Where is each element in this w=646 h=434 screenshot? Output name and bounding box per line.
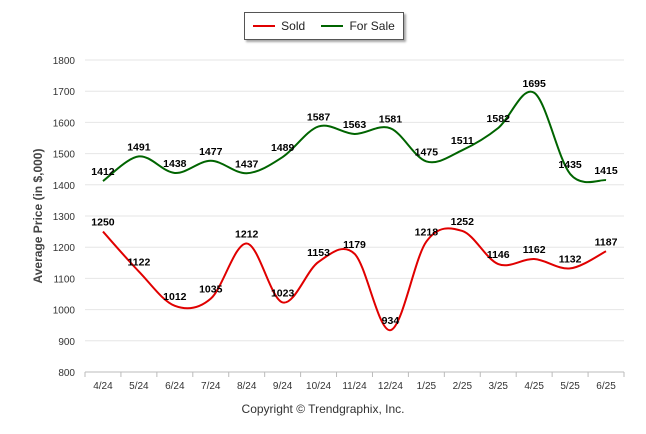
y-tick-label: 1700 bbox=[53, 87, 76, 98]
data-label-sold: 1212 bbox=[235, 228, 259, 240]
data-label-for-sale: 1435 bbox=[558, 159, 582, 171]
data-label-for-sale: 1582 bbox=[487, 113, 511, 125]
x-tick-label: 11/24 bbox=[342, 381, 367, 392]
data-label-for-sale: 1563 bbox=[343, 119, 367, 131]
data-label-for-sale: 1695 bbox=[522, 78, 546, 90]
x-tick-label: 4/25 bbox=[524, 381, 544, 392]
data-label-sold: 1153 bbox=[307, 247, 330, 259]
series-line-for-sale bbox=[102, 90, 607, 184]
legend-item-sold[interactable]: Sold bbox=[253, 19, 305, 33]
data-label-sold: 1146 bbox=[487, 249, 510, 261]
data-label-sold: 1012 bbox=[163, 291, 187, 303]
data-label-sold: 1023 bbox=[271, 287, 295, 299]
data-label-sold: 1187 bbox=[595, 236, 618, 248]
series-line-sold bbox=[102, 227, 607, 332]
data-label-for-sale: 1438 bbox=[163, 158, 187, 170]
x-tick-label: 9/24 bbox=[273, 381, 293, 392]
data-label-for-sale: 1491 bbox=[127, 141, 151, 153]
x-tick-label: 6/25 bbox=[596, 381, 616, 392]
data-label-sold: 1035 bbox=[199, 284, 223, 296]
data-label-for-sale: 1477 bbox=[199, 146, 223, 158]
y-tick-label: 900 bbox=[58, 337, 75, 348]
data-label-sold: 1132 bbox=[559, 253, 582, 265]
data-label-sold: 1252 bbox=[451, 216, 475, 228]
data-label-sold: 1122 bbox=[128, 257, 151, 269]
data-label-for-sale: 1415 bbox=[594, 165, 618, 177]
y-tick-label: 1600 bbox=[53, 118, 76, 129]
x-tick-label: 5/24 bbox=[129, 381, 149, 392]
data-label-for-sale: 1489 bbox=[271, 142, 295, 154]
legend-swatch-for-sale bbox=[321, 25, 344, 27]
data-label-for-sale: 1437 bbox=[235, 158, 259, 170]
x-tick-label: 4/24 bbox=[93, 381, 113, 392]
data-label-sold: 1250 bbox=[91, 217, 115, 229]
x-tick-label: 3/25 bbox=[488, 381, 508, 392]
y-tick-label: 1500 bbox=[53, 150, 76, 161]
y-tick-label: 1200 bbox=[53, 243, 76, 254]
legend-swatch-sold bbox=[253, 25, 276, 27]
x-tick-label: 7/24 bbox=[201, 381, 221, 392]
data-label-sold: 1162 bbox=[523, 244, 546, 256]
y-tick-label: 1100 bbox=[53, 274, 75, 285]
legend: Sold For Sale bbox=[244, 12, 404, 40]
y-tick-label: 1400 bbox=[53, 181, 76, 192]
data-label-sold: 1179 bbox=[343, 239, 366, 251]
x-tick-label: 2/25 bbox=[453, 381, 473, 392]
data-label-for-sale: 1412 bbox=[91, 166, 115, 178]
y-tick-label: 1800 bbox=[53, 56, 76, 67]
x-tick-label: 10/24 bbox=[306, 381, 331, 392]
legend-item-for-sale[interactable]: For Sale bbox=[321, 19, 395, 33]
x-tick-label: 5/25 bbox=[560, 381, 580, 392]
data-label-sold: 934 bbox=[382, 315, 400, 327]
y-tick-label: 800 bbox=[58, 368, 75, 379]
y-axis-label: Average Price (in $,000) bbox=[31, 149, 45, 284]
legend-label-sold: Sold bbox=[281, 19, 306, 33]
x-tick-label: 12/24 bbox=[378, 381, 403, 392]
data-label-for-sale: 1587 bbox=[307, 111, 331, 123]
x-tick-label: 1/25 bbox=[417, 381, 437, 392]
data-label-for-sale: 1581 bbox=[379, 113, 403, 125]
data-label-sold: 1218 bbox=[415, 227, 439, 239]
data-label-for-sale: 1475 bbox=[415, 146, 439, 158]
legend-label-for-sale: For Sale bbox=[349, 19, 395, 33]
x-tick-label: 6/24 bbox=[165, 381, 185, 392]
y-tick-label: 1300 bbox=[53, 212, 76, 223]
y-tick-label: 1000 bbox=[53, 306, 76, 317]
x-tick-label: 8/24 bbox=[237, 381, 257, 392]
data-label-for-sale: 1511 bbox=[451, 135, 474, 147]
copyright-text: Copyright © Trendgraphix, Inc. bbox=[241, 402, 405, 416]
